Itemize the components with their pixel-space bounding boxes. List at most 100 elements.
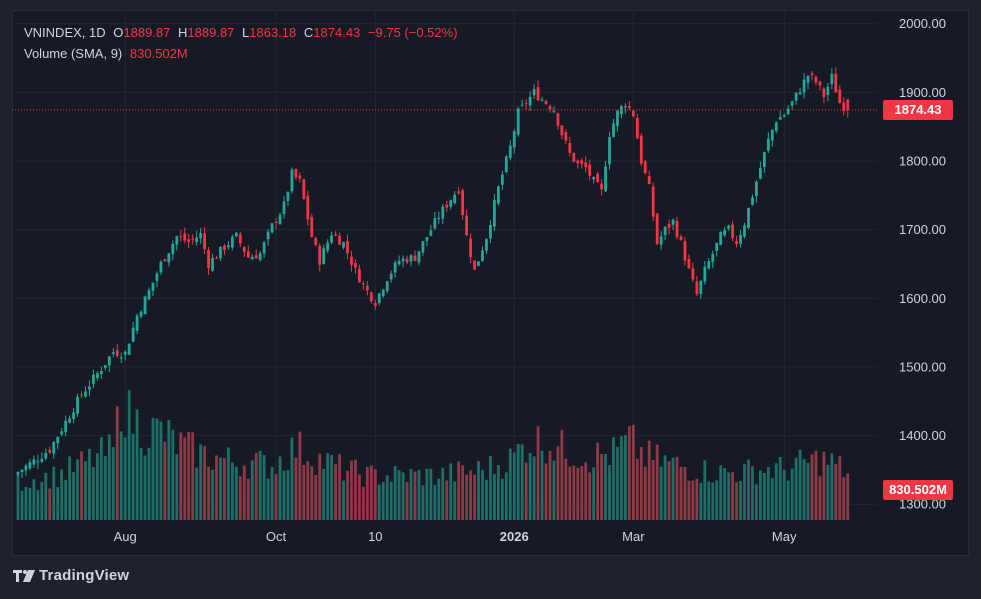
chart-canvas[interactable]: 2000.00 1900.00 1800.00 1700.00 1600.00 1500.… xyxy=(12,10,969,556)
volume-bar xyxy=(604,453,607,520)
tradingview-logo[interactable]: TradingView xyxy=(13,567,129,584)
volume-bar xyxy=(624,435,627,520)
candle-body xyxy=(814,76,818,83)
volume-bar xyxy=(72,471,75,520)
candle-body xyxy=(485,238,488,251)
volume-bar xyxy=(282,470,286,520)
volume-bar xyxy=(151,417,155,520)
candle-body xyxy=(92,374,95,384)
volume-bar xyxy=(477,461,480,520)
x-axis-label: Mar xyxy=(622,529,645,544)
candle-body xyxy=(719,231,723,246)
candle-body xyxy=(88,386,91,390)
volume-bar xyxy=(350,460,353,520)
volume-bar xyxy=(846,473,850,520)
volume-bar xyxy=(703,460,707,520)
volume-bar xyxy=(620,436,623,520)
candle-body xyxy=(489,225,492,239)
candle-body xyxy=(612,123,615,137)
candle-body xyxy=(159,261,163,273)
candle-body xyxy=(481,250,484,261)
volume-bar xyxy=(691,480,695,520)
candle-body xyxy=(576,160,580,164)
volume-bar xyxy=(588,472,592,520)
candle-body xyxy=(794,92,798,101)
candle-body xyxy=(687,258,691,269)
volume-bar xyxy=(802,459,806,520)
candle-body xyxy=(381,289,385,296)
candle-body xyxy=(715,242,719,251)
candle-body xyxy=(727,225,731,229)
candle-body xyxy=(278,214,282,224)
x-axis-label: Oct xyxy=(266,529,287,544)
candle-body xyxy=(80,394,83,396)
candle-body xyxy=(171,243,175,255)
y-axis-tick-label: 1800.00 xyxy=(899,154,946,169)
volume-bar xyxy=(64,479,68,520)
candle-body xyxy=(68,418,72,423)
volume-bar xyxy=(683,466,687,520)
volume-bar xyxy=(659,466,663,520)
candle-body xyxy=(354,263,357,268)
volume-bar xyxy=(123,437,127,520)
volume-bar xyxy=(119,431,123,520)
candle-body xyxy=(179,236,183,238)
volume-bar xyxy=(727,472,731,520)
volume-bar xyxy=(556,446,560,520)
candle-body xyxy=(743,225,746,237)
candle-body xyxy=(635,117,639,139)
brand-name: TradingView xyxy=(39,567,130,584)
volume-bar xyxy=(711,482,715,520)
candle-body xyxy=(318,245,322,265)
volume-bar xyxy=(159,421,163,520)
volume-bar xyxy=(425,468,429,520)
candle-body xyxy=(528,96,532,106)
volume-bar xyxy=(719,465,723,520)
candle-body xyxy=(211,258,214,271)
candle-body xyxy=(496,186,500,204)
volume-bar xyxy=(433,484,437,520)
volume-bar xyxy=(322,468,326,520)
volume-legend: Volume (SMA, 9) 830.502M xyxy=(24,46,192,61)
volume-bar xyxy=(84,461,87,520)
volume-bar xyxy=(647,440,651,520)
volume-bar xyxy=(758,470,762,520)
candle-body xyxy=(135,315,139,331)
y-axis-tick-label: 1300.00 xyxy=(899,497,946,512)
volume-bar xyxy=(167,419,171,520)
volume-bar xyxy=(675,456,679,520)
y-axis-tick-label: 1900.00 xyxy=(899,85,946,100)
volume-bar xyxy=(814,450,818,520)
candle-body xyxy=(84,391,87,397)
candle-body xyxy=(766,138,770,151)
volume-bar xyxy=(365,466,369,520)
candle-body xyxy=(107,356,111,366)
volume-bar xyxy=(532,456,536,520)
volume-bar xyxy=(56,486,60,520)
candle-body xyxy=(24,465,28,471)
candle-body xyxy=(338,235,341,245)
candle-body xyxy=(60,431,64,435)
candle-body xyxy=(254,255,258,259)
candle-body xyxy=(290,169,294,192)
candle-body xyxy=(500,174,504,185)
volume-bar xyxy=(580,465,584,520)
candle-body xyxy=(731,224,734,238)
volume-bar xyxy=(358,474,361,520)
candle-body xyxy=(183,233,187,241)
candle-body xyxy=(365,285,369,291)
volume-bar xyxy=(381,482,385,520)
volume-bar xyxy=(842,477,846,520)
volume-bar xyxy=(191,432,195,520)
volume-bar xyxy=(195,467,199,520)
candle-body xyxy=(846,99,850,110)
candle-body xyxy=(96,373,99,379)
candle-body xyxy=(32,459,36,465)
candle-body xyxy=(461,190,465,215)
candle-body xyxy=(532,89,536,96)
volume-bar xyxy=(266,478,270,520)
volume-bar xyxy=(770,478,774,520)
candle-body xyxy=(469,238,472,258)
candle-body xyxy=(187,239,191,243)
candle-body xyxy=(163,259,167,262)
